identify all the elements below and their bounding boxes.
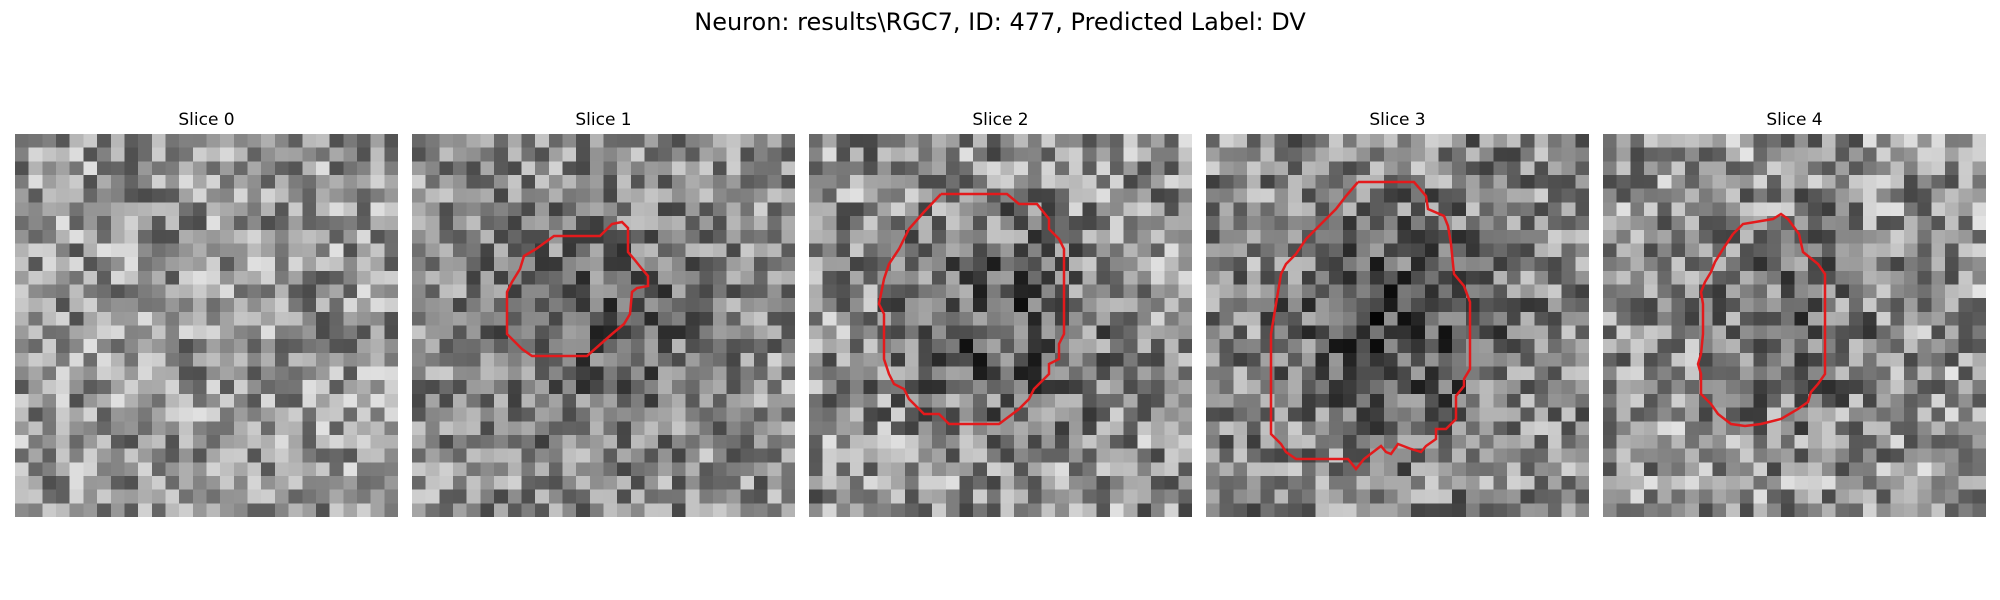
slice-3-title: Slice 3	[1369, 110, 1426, 130]
slice-3-contour	[1269, 180, 1472, 472]
slice-1-image	[412, 134, 795, 517]
slice-0-panel	[15, 134, 398, 517]
slice-4-panel	[1603, 134, 1986, 517]
slice-1-panel	[412, 134, 795, 517]
slice-1-title: Slice 1	[575, 110, 632, 130]
slice-4-image	[1603, 134, 1986, 517]
slice-0-image	[15, 134, 398, 517]
slice-0-title: Slice 0	[178, 110, 235, 130]
slice-2-image	[809, 134, 1192, 517]
slice-1-contour	[505, 220, 650, 358]
slice-2-panel	[809, 134, 1192, 517]
figure-title: Neuron: results\RGC7, ID: 477, Predicted…	[694, 8, 1306, 36]
slice-3-image	[1206, 134, 1589, 517]
slice-3-panel	[1206, 134, 1589, 517]
slice-4-title: Slice 4	[1766, 110, 1823, 130]
slice-2-title: Slice 2	[972, 110, 1029, 130]
slice-2-contour	[877, 192, 1066, 426]
slice-4-contour	[1696, 212, 1827, 428]
